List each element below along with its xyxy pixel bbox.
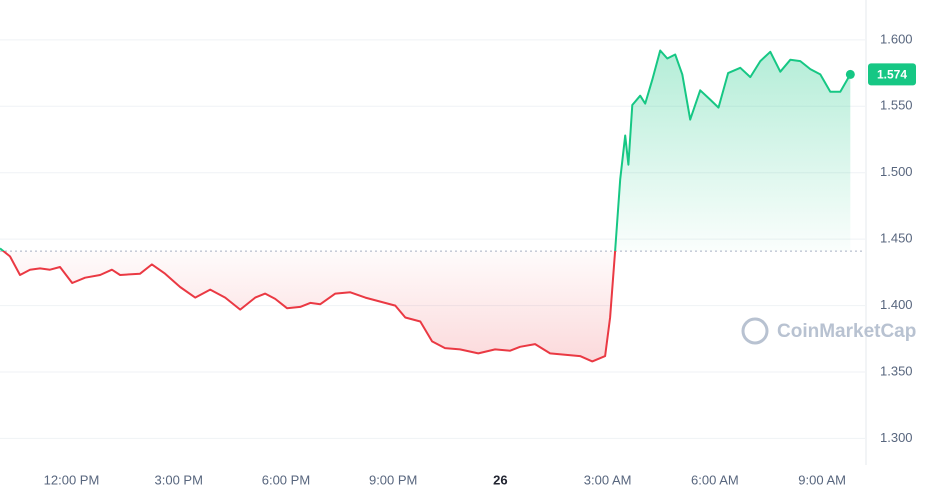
x-tick-label: 12:00 PM	[44, 472, 100, 487]
price-line	[0, 49, 852, 363]
x-tick-label: 6:00 PM	[262, 472, 310, 487]
x-tick-label: 9:00 PM	[369, 472, 417, 487]
watermark: CoinMarketCap	[741, 317, 916, 345]
y-tick-label: 1.300	[880, 430, 913, 445]
area-fill	[0, 50, 851, 362]
y-tick-label: 1.600	[880, 31, 913, 46]
x-tick-label: 26	[493, 472, 507, 487]
y-tick-label: 1.450	[880, 231, 913, 246]
y-tick-label: 1.350	[880, 363, 913, 378]
x-tick-label: 9:00 AM	[798, 472, 846, 487]
price-tag-label: 1.574	[877, 68, 907, 82]
y-tick-label: 1.550	[880, 98, 913, 113]
last-point	[845, 69, 855, 79]
y-tick-label: 1.500	[880, 164, 913, 179]
x-tick-label: 3:00 PM	[155, 472, 203, 487]
watermark-text: CoinMarketCap	[777, 321, 916, 342]
x-tick-label: 6:00 AM	[691, 472, 739, 487]
price-tag	[868, 63, 916, 86]
y-tick-label: 1.400	[880, 297, 913, 312]
x-tick-label: 3:00 AM	[584, 472, 632, 487]
